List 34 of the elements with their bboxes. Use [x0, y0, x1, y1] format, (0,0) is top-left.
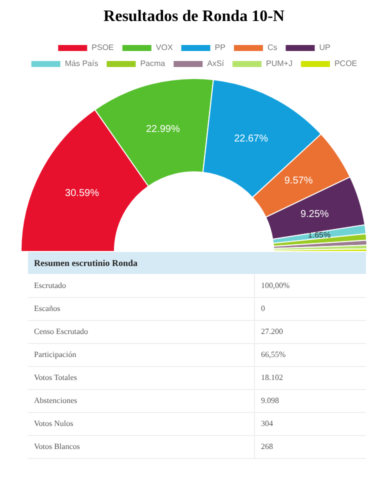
text: Censo Escrutado	[28, 320, 254, 343]
text: Votos Totales	[28, 366, 254, 389]
data-label: 22.67%	[234, 134, 268, 145]
legend-label: PP	[214, 43, 226, 52]
legend-label: VOX	[156, 43, 174, 52]
legend-label: AxSí	[207, 59, 225, 68]
text: Votos Nulos	[28, 412, 254, 435]
legend-label: PCOE	[334, 59, 358, 68]
legend-label: UP	[319, 43, 330, 52]
chart-title: Resultados de Ronda 10-N	[102, 8, 286, 26]
legend-label: PSOE	[92, 43, 114, 52]
legend-label: PUM+J	[266, 59, 292, 68]
data-label: 30.59%	[65, 188, 100, 199]
text: Resumen escrutinio Ronda	[28, 252, 366, 274]
data-label: 22.99%	[146, 124, 180, 135]
text: 9.098	[254, 389, 366, 412]
legend-label: Más País	[64, 59, 98, 68]
text: 268	[254, 435, 366, 458]
data-label: 1.65%	[308, 230, 331, 240]
text: 100,00%	[254, 274, 366, 297]
text: Participación	[28, 343, 254, 366]
text: 18.102	[254, 366, 366, 389]
legend-label: Pacma	[140, 59, 166, 68]
data-label: 9.25%	[300, 208, 329, 220]
text: Votos Blancos	[28, 435, 254, 458]
text: 27.200	[254, 320, 366, 343]
text: 304	[254, 412, 366, 435]
text: Escrutado	[28, 274, 254, 297]
text: Escaños	[28, 297, 254, 320]
legend-label: Cs	[267, 43, 278, 52]
text: 66,55%	[254, 343, 366, 366]
data-label: 9.57%	[284, 175, 313, 186]
text: Abstenciones	[28, 389, 254, 412]
text: 0	[254, 297, 366, 320]
